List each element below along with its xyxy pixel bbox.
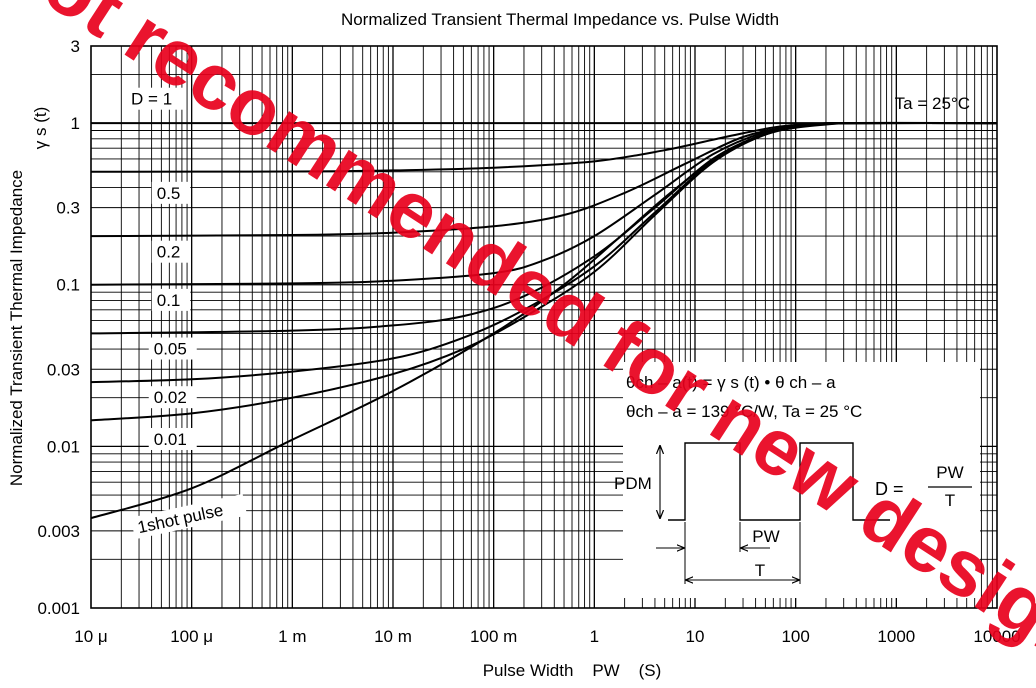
x-tick-label: 100 bbox=[781, 627, 809, 646]
tick-labels: 10 μ 100 μ 1 m 10 m 100 m 1 10 100 1000 10000 0.00… bbox=[37, 37, 1020, 646]
series-label-bg bbox=[151, 240, 191, 263]
series-label-bg bbox=[148, 386, 197, 409]
y-tick-label: 0.1 bbox=[56, 276, 80, 295]
series-label-text: 0.02 bbox=[154, 388, 187, 407]
series-line bbox=[90, 122, 998, 422]
series-label-bg bbox=[130, 493, 248, 540]
series-label-text: 0.05 bbox=[154, 340, 187, 359]
y-tick-label: 0.01 bbox=[47, 437, 80, 456]
series-label: 0.02 bbox=[148, 386, 197, 409]
x-tick-label: 10 μ bbox=[74, 627, 107, 646]
period-label: T bbox=[755, 561, 765, 580]
series-label: 0.2 bbox=[151, 240, 191, 263]
x-tick-label: 1 bbox=[590, 627, 599, 646]
series-curves bbox=[90, 121, 998, 520]
x-axis-label: Pulse Width PW (S) bbox=[483, 661, 662, 680]
inset-background bbox=[623, 362, 980, 598]
series-label-text: 1shot pulse bbox=[136, 501, 225, 538]
duty-denominator: T bbox=[945, 491, 955, 510]
series-label-text: 0.1 bbox=[157, 291, 181, 310]
y-tick-label: 0.3 bbox=[56, 199, 80, 218]
series-label-text: 0.01 bbox=[154, 430, 187, 449]
x-tick-label: 1 m bbox=[278, 627, 306, 646]
grid bbox=[91, 46, 997, 608]
series-label: 0.05 bbox=[148, 337, 197, 360]
y-axis-label: Normalized Transient Thermal Impedance bbox=[7, 170, 26, 486]
y-tick-label: 1 bbox=[71, 114, 80, 133]
series-label-bg bbox=[148, 337, 197, 360]
chart-title: Normalized Transient Thermal Impedance v… bbox=[341, 10, 779, 29]
series-label-bg bbox=[126, 87, 184, 110]
x-tick-label: 100 m bbox=[470, 627, 517, 646]
series-label-bg bbox=[151, 288, 191, 311]
pdm-label: PDM bbox=[614, 474, 652, 493]
y-axis-symbol: γ s (t) bbox=[31, 107, 50, 150]
formula-line-1: θch – a(t) = γ s (t) • θ ch – a bbox=[626, 373, 836, 392]
series-label: 0.1 bbox=[151, 288, 191, 311]
series-label: 0.01 bbox=[148, 427, 197, 450]
formula-line-2: θch – a = 139 °C/W, Ta = 25 °C bbox=[626, 402, 862, 421]
series-label-bg bbox=[148, 427, 197, 450]
y-tick-label: 0.03 bbox=[47, 360, 80, 379]
series-labels: D = 1 0.5 0.2 0.1 0.05 0.02 0.01 1shot pulse bbox=[126, 87, 248, 540]
series-label-text: 0.5 bbox=[157, 184, 181, 203]
y-tick-label: 0.001 bbox=[37, 599, 80, 618]
series-line bbox=[90, 122, 998, 520]
x-tick-label: 100 μ bbox=[170, 627, 213, 646]
series-label-bg bbox=[151, 181, 191, 204]
duty-numerator: PW bbox=[936, 463, 963, 482]
x-tick-label: 10000 bbox=[973, 627, 1020, 646]
pw-dimension-label: PW bbox=[752, 527, 779, 546]
y-tick-label: 0.003 bbox=[37, 522, 80, 541]
series-label: 1shot pulse bbox=[130, 493, 248, 540]
x-tick-label: 10 bbox=[686, 627, 705, 646]
x-tick-label: 10 m bbox=[374, 627, 412, 646]
series-label: 0.5 bbox=[151, 181, 191, 204]
duty-lhs: D = bbox=[875, 479, 904, 499]
x-tick-label: 1000 bbox=[877, 627, 915, 646]
pulse-waveform bbox=[668, 442, 890, 521]
series-label-text: 0.2 bbox=[157, 243, 181, 262]
y-tick-label: 3 bbox=[71, 37, 80, 56]
series-label-text: D = 1 bbox=[131, 90, 172, 109]
plot-frame bbox=[90, 45, 998, 609]
pulse-inset: θch – a(t) = γ s (t) • θ ch – a θch – a … bbox=[614, 362, 980, 598]
series-label: D = 1 bbox=[126, 87, 184, 110]
ambient-temp-label: Ta = 25°C bbox=[895, 94, 970, 113]
